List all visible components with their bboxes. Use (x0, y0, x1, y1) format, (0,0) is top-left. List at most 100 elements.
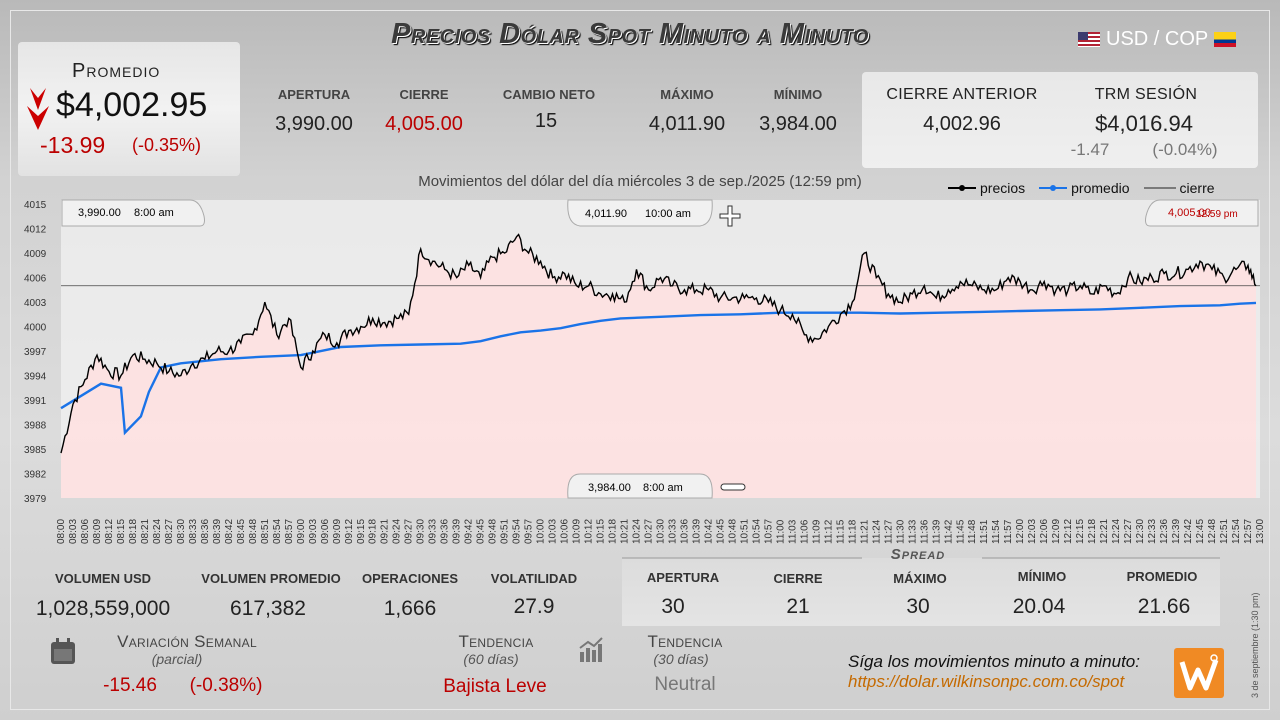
apertura-value: 3,990.00 (275, 113, 353, 135)
x-tick-label: 11:12 (823, 519, 834, 544)
x-tick-label: 11:30 (895, 519, 906, 544)
trend60-value: Bajista Leve (443, 676, 547, 697)
x-tick-label: 09:30 (416, 519, 427, 544)
scroll-handle[interactable] (720, 483, 746, 491)
x-tick-label: 09:24 (392, 519, 403, 544)
operaciones-label: OPERACIONES (361, 571, 459, 586)
crosshair-icon[interactable] (719, 205, 741, 227)
x-tick-label: 09:03 (308, 519, 319, 544)
y-axis: 3979 3982 3985 3988 3991 3994 3997 4000 4003 4006… (24, 200, 47, 505)
legend-cierre: cierre (1143, 180, 1215, 196)
x-tick-label: 12:09 (1051, 519, 1062, 544)
spread-panel (622, 558, 1220, 626)
x-tick-label: 09:18 (368, 519, 379, 544)
legend-precios-swatch (948, 185, 976, 191)
x-tick-label: 09:51 (500, 519, 511, 544)
x-tick-label: 12:42 (1183, 519, 1194, 544)
x-tick-label: 10:00 (536, 519, 547, 544)
x-tick-label: 12:00 (1015, 519, 1026, 544)
x-tick-label: 09:36 (440, 519, 451, 544)
x-tick-label: 10:36 (679, 519, 690, 544)
average-label: Promedio (72, 60, 161, 82)
y-tick-label: 4000 (24, 323, 47, 334)
x-tick-label: 09:54 (512, 519, 523, 544)
x-tick-label: 08:33 (188, 519, 199, 544)
x-tick-label: 10:57 (763, 519, 774, 544)
x-tick-label: 11:06 (799, 519, 810, 544)
x-tick-label: 10:21 (620, 519, 631, 544)
x-tick-label: 10:39 (691, 519, 702, 544)
operaciones-value: 1,666 (383, 597, 437, 620)
trm-label: TRM SESIÓN (1094, 86, 1198, 103)
calendar-icon (51, 638, 75, 664)
y-tick-label: 4015 (24, 200, 47, 211)
x-tick-label: 11:09 (811, 519, 822, 544)
trend30-value: Neutral (654, 674, 716, 695)
x-tick-label: 12:06 (1039, 519, 1050, 544)
average-price: $4,002.95 (56, 86, 208, 124)
legend-promedio: promedio (1039, 180, 1130, 196)
legend-promedio-label: promedio (1071, 180, 1130, 196)
spread-title: Spread (890, 546, 946, 563)
price-fill-area (61, 234, 1257, 498)
volumen-usd-label: VOLUMEN USD (54, 571, 152, 586)
x-tick-label: 12:54 (1231, 519, 1242, 544)
x-tick-label: 10:54 (751, 519, 762, 544)
x-tick-label: 09:21 (380, 519, 391, 544)
wilkinson-logo[interactable] (1174, 648, 1224, 698)
x-tick-label: 11:18 (847, 519, 858, 544)
footer-link[interactable]: https://dolar.wilkinsonpc.com.co/spot (848, 672, 1125, 691)
x-tick-label: 10:18 (608, 519, 619, 544)
y-tick-label: 4009 (24, 249, 47, 260)
x-tick-label: 08:39 (212, 519, 223, 544)
x-tick-label: 09:39 (452, 519, 463, 544)
x-tick-label: 08:12 (104, 519, 115, 544)
maximo-label: MÁXIMO (660, 87, 714, 102)
x-tick-label: 09:33 (428, 519, 439, 544)
vertical-date-text: 3 de septiembre (1:30 pm) (1250, 592, 1260, 698)
open-callout: 3,990.00 8:00 am (61, 199, 205, 227)
y-tick-label: 4003 (24, 298, 47, 309)
close-callout-price: 4,005.00 (1168, 207, 1211, 219)
x-tick-label: 08:03 (68, 519, 79, 544)
weekly-value: -15.46 (103, 675, 157, 696)
spread-apertura-value: 30 (661, 595, 685, 618)
x-tick-label: 10:30 (656, 519, 667, 544)
x-tick-label: 08:27 (164, 519, 175, 544)
weekly-label: Variación Semanal (117, 632, 257, 651)
x-tick-label: 11:51 (979, 519, 990, 544)
trend60-label: Tendencia (458, 632, 534, 651)
spread-title-rule (622, 557, 1220, 559)
x-tick-label: 09:09 (332, 519, 343, 544)
x-tick-label: 12:39 (1171, 519, 1182, 544)
average-panel (18, 42, 240, 176)
close-callout-time: 12:59 pm (1196, 209, 1238, 220)
volumen-usd-value: 1,028,559,000 (35, 597, 171, 620)
x-tick-label: 11:33 (907, 519, 918, 544)
previous-panel (862, 72, 1258, 168)
x-tick-label: 10:27 (644, 519, 655, 544)
volatilidad-value: 27.9 (513, 595, 555, 618)
x-tick-label: 09:48 (488, 519, 499, 544)
x-tick-label: 12:24 (1111, 519, 1122, 544)
x-tick-label: 11:48 (967, 519, 978, 544)
price-chart[interactable]: 3979 3982 3985 3988 3991 3994 3997 4000 4003 4006… (0, 198, 1280, 548)
x-tick-label: 08:57 (284, 519, 295, 544)
y-tick-label: 3979 (24, 494, 47, 505)
legend-cierre-swatch (1143, 187, 1176, 189)
x-tick-label: 09:06 (320, 519, 331, 544)
vertical-date: 3 de septiembre (1:30 pm) (1250, 592, 1260, 698)
x-tick-label: 12:30 (1135, 519, 1146, 544)
x-tick-label: 10:33 (667, 519, 678, 544)
cierre-label: CIERRE (399, 87, 449, 102)
apertura-label: APERTURA (277, 87, 351, 102)
x-tick-label: 09:00 (296, 519, 307, 544)
legend-promedio-swatch (1039, 185, 1068, 191)
spread-apertura-label: APERTURA (646, 570, 720, 585)
weekly-sub: (parcial) (151, 651, 203, 667)
x-tick-label: 11:36 (919, 519, 930, 544)
x-tick-label: 08:18 (128, 519, 139, 544)
us-flag-icon (1078, 32, 1100, 47)
x-tick-label: 12:18 (1087, 519, 1098, 544)
x-tick-label: 08:24 (152, 519, 163, 544)
